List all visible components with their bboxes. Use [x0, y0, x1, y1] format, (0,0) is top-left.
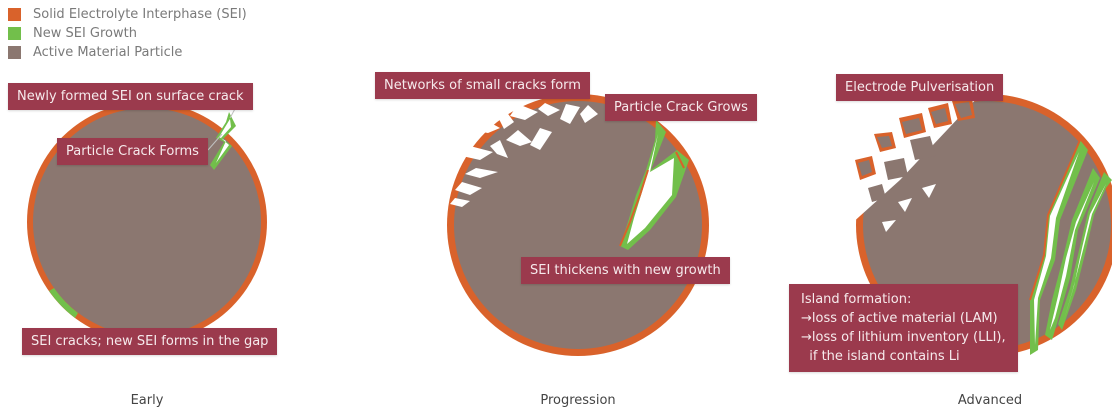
- stage-label-advanced: Advanced: [957, 393, 1023, 408]
- legend-swatch: [8, 8, 21, 21]
- label-electrode-pulverisation: Electrode Pulverisation: [836, 74, 1004, 101]
- stage-label-progression: Progression: [540, 393, 616, 408]
- progression-particle: [447, 94, 709, 356]
- legend: Solid Electrolyte Interphase (SEI) New S…: [8, 5, 247, 62]
- island-line-condition: if the island contains Li: [801, 349, 960, 364]
- early-surface-crack: [216, 119, 231, 163]
- label-sei-thickens: SEI thickens with new growth: [521, 257, 730, 284]
- progression-crack-network: [450, 103, 598, 207]
- advanced-fragments: [855, 98, 975, 202]
- legend-label: Active Material Particle: [33, 45, 183, 60]
- label-particle-crack-forms: Particle Crack Forms: [57, 138, 208, 165]
- label-crack-networks: Networks of small cracks form: [375, 72, 590, 99]
- advanced-crack-edge: [1029, 139, 1081, 301]
- early-new-sei-bottom: [49, 288, 78, 318]
- advanced-inner-cracks: [882, 184, 936, 232]
- legend-label: New SEI Growth: [33, 26, 137, 41]
- island-line-title: Island formation:: [801, 292, 912, 307]
- legend-label: Solid Electrolyte Interphase (SEI): [33, 7, 247, 22]
- advanced-crack1-sei: [1030, 140, 1088, 355]
- label-sei-cracks: SEI cracks; new SEI forms in the gap: [22, 328, 278, 355]
- legend-item-particle: Active Material Particle: [8, 43, 247, 62]
- label-newly-formed-sei: Newly formed SEI on surface crack: [8, 83, 253, 110]
- advanced-crack3-sei: [1058, 172, 1112, 330]
- stage-label-early: Early: [130, 393, 164, 408]
- legend-item-sei: Solid Electrolyte Interphase (SEI): [8, 5, 247, 24]
- island-line-lam: →loss of active material (LAM): [801, 311, 998, 326]
- progression-main-crack-edge: [619, 151, 685, 247]
- legend-swatch: [8, 27, 21, 40]
- label-island-formation: Island formation: →loss of active materi…: [789, 284, 1018, 372]
- label-particle-crack-grows: Particle Crack Grows: [605, 94, 757, 121]
- progression-main-crack: [627, 134, 674, 244]
- island-line-lli: →loss of lithium inventory (LLI),: [801, 330, 1006, 345]
- legend-swatch: [8, 46, 21, 59]
- advanced-crack2: [1050, 182, 1094, 330]
- legend-item-new-sei: New SEI Growth: [8, 24, 247, 43]
